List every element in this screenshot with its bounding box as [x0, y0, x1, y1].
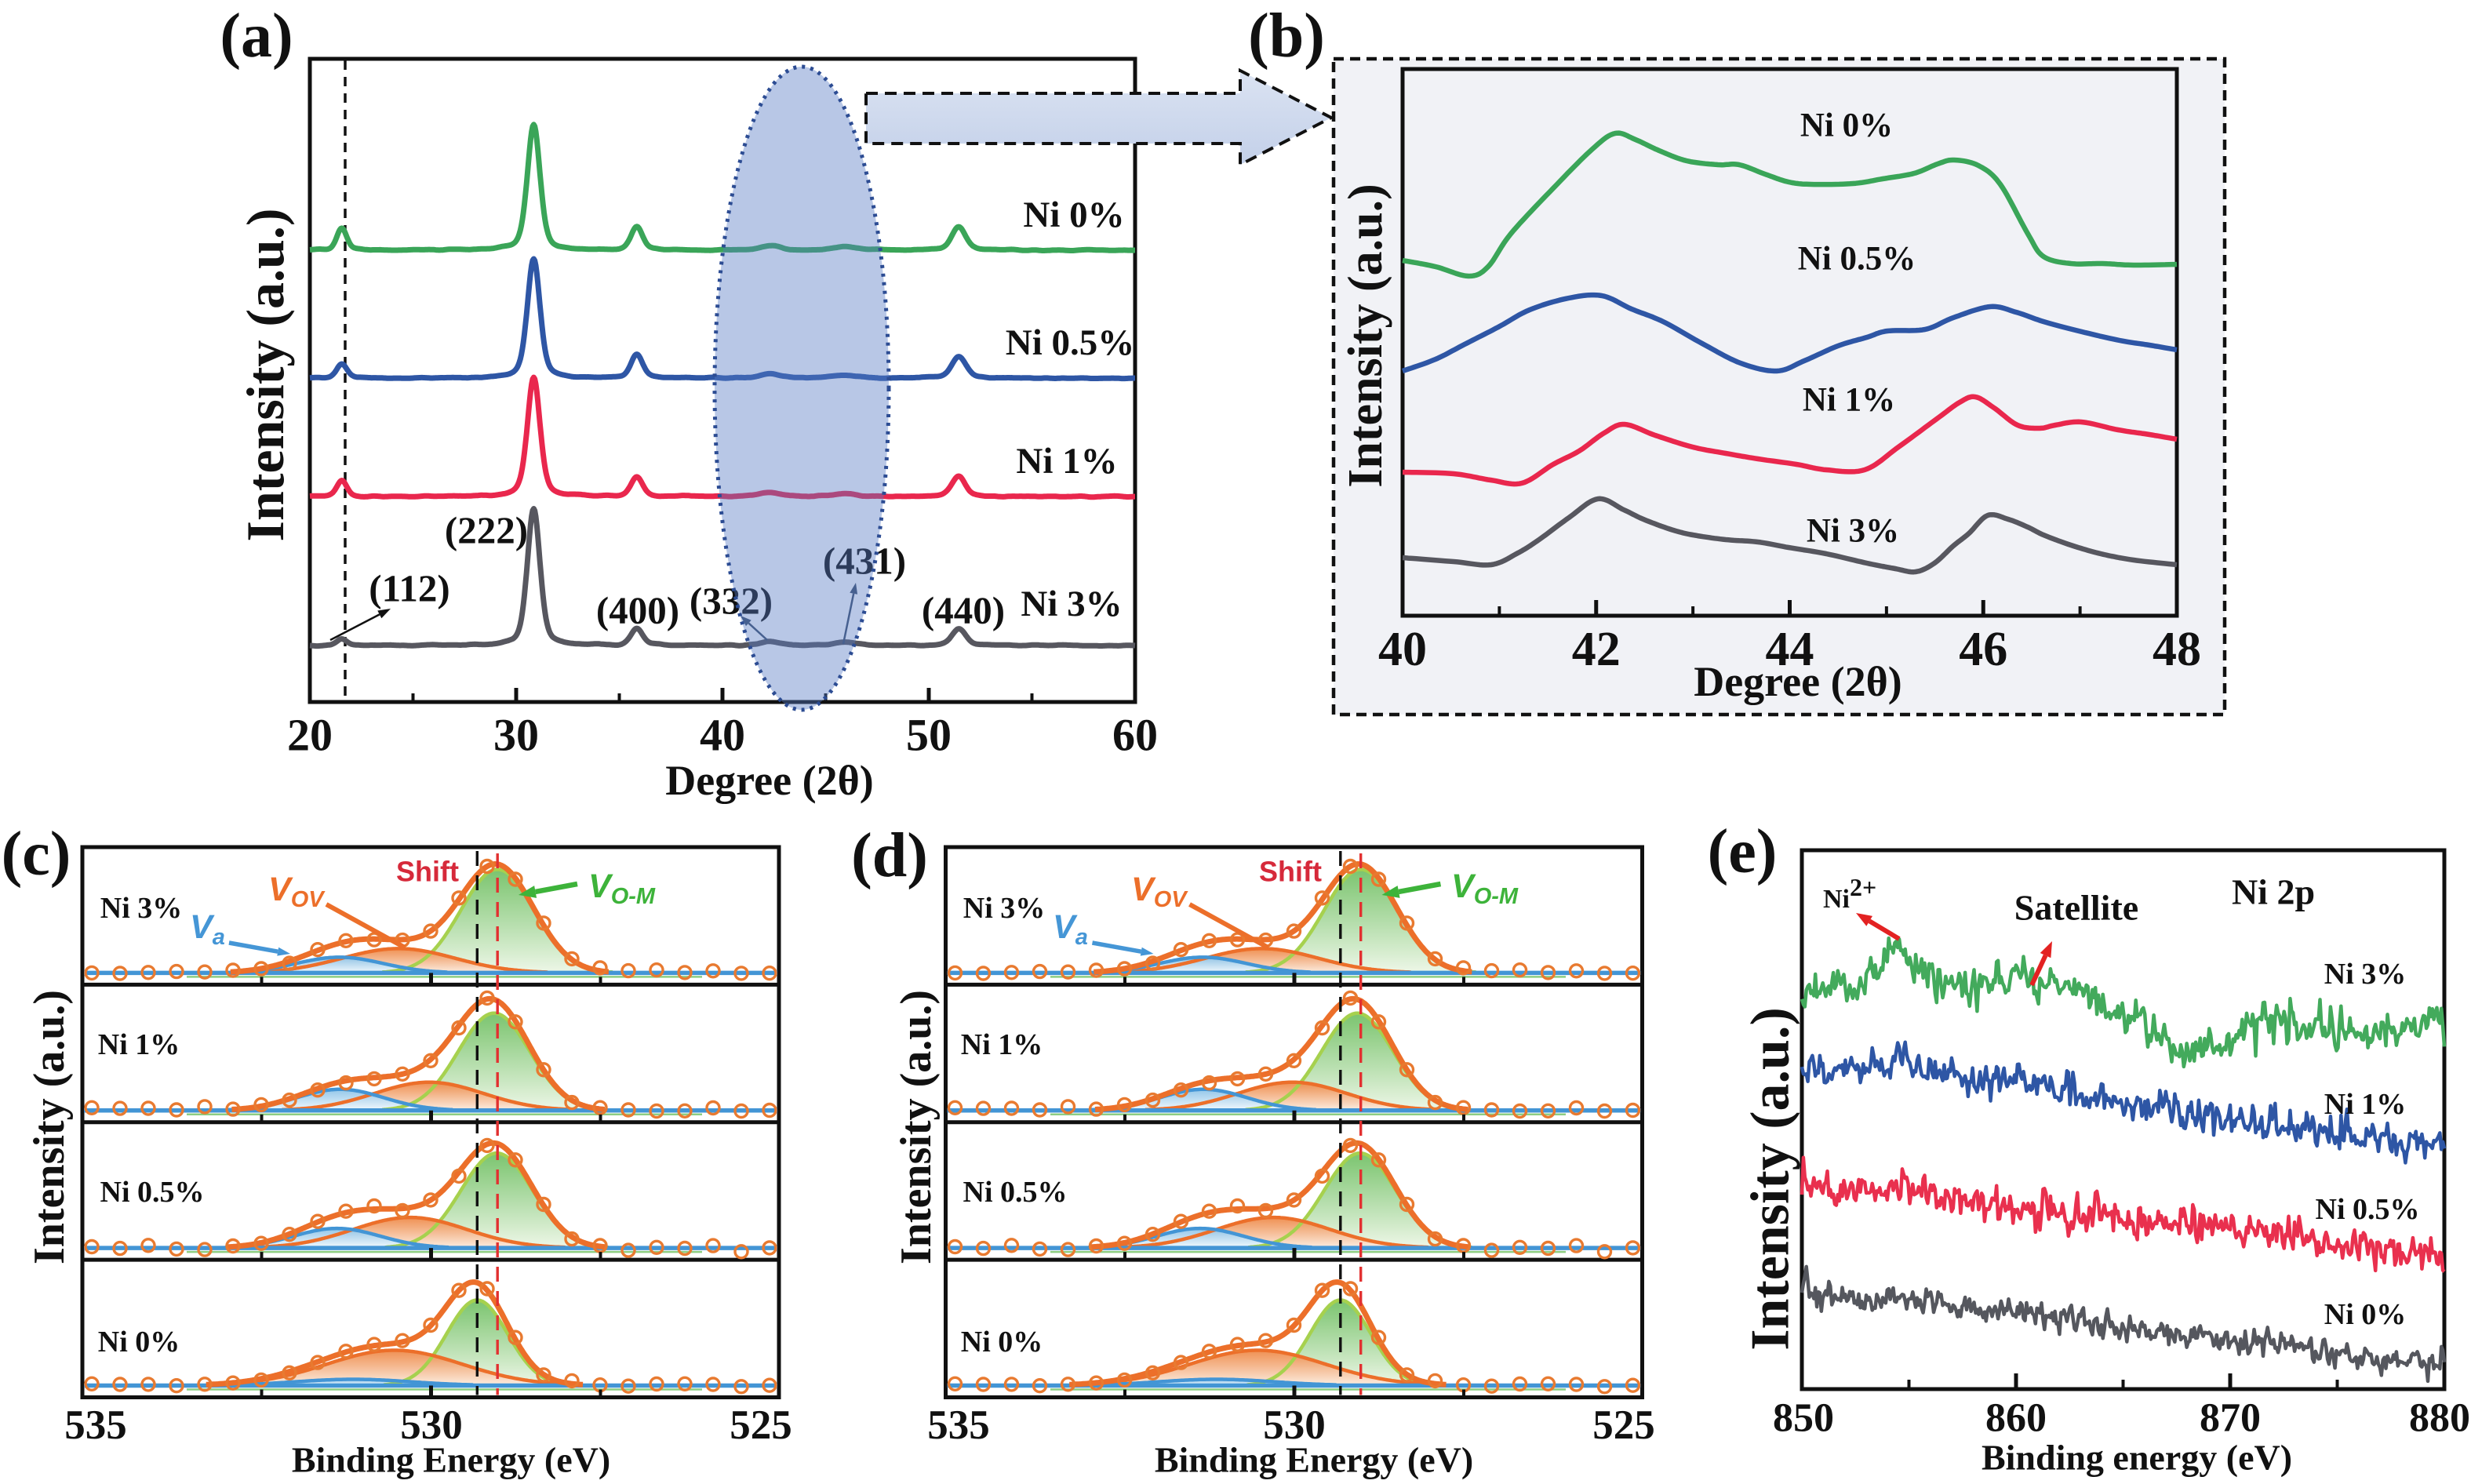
svg-text:(332): (332) [690, 580, 773, 623]
svg-text:Ni 0.5%: Ni 0.5% [1798, 241, 1916, 278]
svg-text:Ni 3%: Ni 3% [1021, 584, 1122, 624]
svg-text:Intensity (a.u.): Intensity (a.u.) [892, 990, 941, 1264]
svg-text:(440): (440) [922, 589, 1005, 632]
svg-text:20: 20 [287, 710, 333, 761]
svg-text:525: 525 [730, 1402, 792, 1448]
svg-text:Ni 3%: Ni 3% [963, 892, 1046, 925]
svg-text:Degree (2θ): Degree (2θ) [665, 757, 874, 804]
svg-text:(431): (431) [823, 540, 906, 583]
svg-text:Ni 0%: Ni 0% [1800, 107, 1893, 144]
svg-text:Intensity (a.u.): Intensity (a.u.) [25, 990, 74, 1264]
svg-text:Ni 0%: Ni 0% [1023, 195, 1124, 235]
svg-text:Ni 2p: Ni 2p [2232, 872, 2315, 912]
svg-text:Ni 0.5%: Ni 0.5% [100, 1176, 205, 1209]
svg-text:30: 30 [493, 710, 539, 761]
svg-text:Ni 1%: Ni 1% [961, 1028, 1043, 1061]
svg-text:Ni 0%: Ni 0% [961, 1326, 1043, 1359]
svg-text:42: 42 [1572, 623, 1621, 676]
svg-text:(e): (e) [1708, 817, 1778, 886]
svg-text:Binding energy (eV): Binding energy (eV) [1982, 1438, 2292, 1478]
svg-text:Ni 0%: Ni 0% [2324, 1298, 2407, 1331]
svg-text:Binding Energy (eV): Binding Energy (eV) [1155, 1440, 1473, 1480]
svg-text:Ni 1%: Ni 1% [1803, 382, 1895, 419]
svg-text:880: 880 [2409, 1396, 2470, 1441]
svg-text:Intensity (a.u.): Intensity (a.u.) [235, 208, 295, 541]
svg-text:48: 48 [2153, 623, 2201, 676]
svg-text:530: 530 [400, 1402, 463, 1448]
svg-text:870: 870 [2200, 1396, 2261, 1441]
svg-text:Satellite: Satellite [2014, 888, 2138, 928]
svg-text:50: 50 [906, 710, 952, 761]
svg-text:44: 44 [1766, 623, 1814, 676]
svg-text:535: 535 [64, 1402, 127, 1448]
svg-text:Ni 0.5%: Ni 0.5% [1006, 322, 1135, 363]
svg-text:Shift: Shift [1259, 856, 1322, 888]
svg-text:Ni 1%: Ni 1% [2324, 1088, 2407, 1121]
svg-text:(222): (222) [445, 509, 528, 552]
svg-text:46: 46 [1959, 623, 2007, 676]
svg-text:Ni 3%: Ni 3% [2324, 958, 2407, 991]
svg-text:(c): (c) [2, 820, 71, 889]
svg-text:860: 860 [1985, 1396, 2047, 1441]
svg-text:Ni 1%: Ni 1% [98, 1028, 180, 1061]
svg-text:40: 40 [1378, 623, 1427, 676]
svg-text:535: 535 [927, 1402, 990, 1448]
svg-text:(b): (b) [1248, 2, 1325, 71]
svg-text:Ni 0%: Ni 0% [98, 1326, 180, 1359]
svg-text:60: 60 [1112, 710, 1158, 761]
svg-text:VO-M: VO-M [1451, 867, 1519, 909]
svg-text:Intensity (a.u.): Intensity (a.u.) [1339, 184, 1392, 488]
svg-text:Degree (2θ): Degree (2θ) [1694, 658, 1902, 705]
svg-text:Binding Energy (eV): Binding Energy (eV) [292, 1440, 610, 1480]
svg-text:(d): (d) [851, 821, 928, 890]
svg-text:(400): (400) [596, 589, 679, 632]
svg-text:Ni 1%: Ni 1% [1016, 441, 1117, 482]
svg-text:40: 40 [700, 710, 745, 761]
svg-text:(a): (a) [220, 2, 293, 71]
svg-text:Shift: Shift [396, 856, 459, 888]
svg-text:Ni 3%: Ni 3% [100, 892, 183, 925]
svg-text:Ni 0.5%: Ni 0.5% [2316, 1193, 2420, 1226]
svg-text:Intensity (a.u.): Intensity (a.u.) [1741, 1007, 1801, 1351]
svg-text:530: 530 [1263, 1402, 1326, 1448]
svg-text:(112): (112) [369, 567, 449, 610]
svg-text:Ni 0.5%: Ni 0.5% [963, 1176, 1068, 1209]
svg-text:850: 850 [1773, 1396, 1834, 1441]
svg-text:525: 525 [1592, 1402, 1655, 1448]
svg-text:Ni 3%: Ni 3% [1807, 513, 1899, 550]
